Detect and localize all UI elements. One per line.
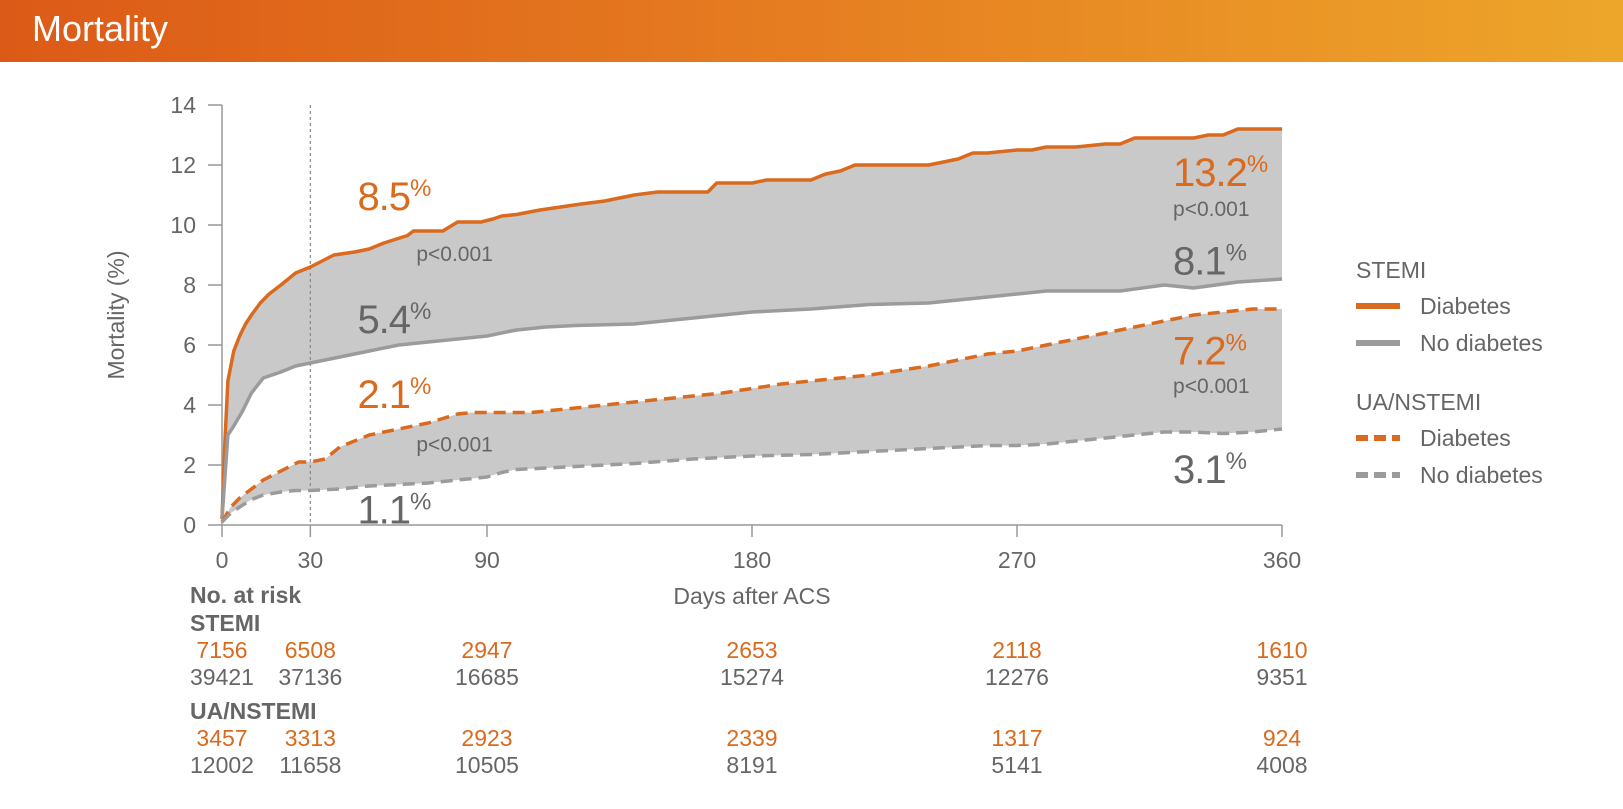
series-line-2 [220,307,1282,523]
annotation-number: 3.1 [1173,448,1226,492]
x-tick-label: 270 [998,547,1036,573]
risk-cell: 3457 [196,725,248,751]
y-tick-label: 4 [183,392,196,418]
risk-group-title: STEMI [190,610,261,636]
annotation-number: 2.1 [357,373,410,417]
legend-label: No diabetes [1420,330,1543,356]
x-tick-label: 90 [474,547,500,573]
y-tick-label: 6 [183,332,196,358]
series-line-3 [220,427,1283,524]
annotation-value: 1.1% [357,489,431,533]
risk-cell: 1317 [991,725,1043,751]
annotation-percent-sign: % [1226,240,1247,267]
legend-group-title: UA/NSTEMI [1356,389,1481,415]
annotation-percent-sign: % [1226,330,1247,357]
risk-cell: 12002 [190,752,254,778]
annotation-percent-sign: % [410,373,431,400]
risk-cell: 8191 [726,752,778,778]
annotation-number: 13.2 [1173,151,1247,195]
header-bar: Mortality [0,0,1623,62]
annotation-value: 8.5% [357,175,431,219]
annotation-number: 5.4 [357,298,410,342]
risk-cell: 2339 [726,725,778,751]
risk-cell: 3313 [284,725,336,751]
y-axis-label: Mortality (%) [103,250,129,379]
risk-cell: 2653 [726,637,778,663]
annotation-value: 7.2% [1173,330,1247,374]
risk-cell: 5141 [991,752,1043,778]
shaded-band-stemi [222,129,1282,519]
legend-label: Diabetes [1420,293,1511,319]
risk-cell: 12276 [985,664,1049,690]
annotation-number: 1.1 [357,489,410,533]
risk-cell: 924 [1262,725,1302,751]
legend-group-title: STEMI [1356,257,1426,283]
annotation-number: 8.5 [357,175,410,219]
annotation-value: 8.1% [1173,240,1247,284]
y-tick-label: 8 [183,272,196,298]
x-tick-label: 180 [733,547,771,573]
page-title: Mortality [32,8,169,49]
legend-label: No diabetes [1420,462,1543,488]
risk-cell: 9351 [1256,664,1308,690]
annotation-number: 8.1 [1173,240,1226,284]
risk-cell: 1610 [1256,637,1308,663]
annotation-percent-sign: % [1226,448,1247,475]
risk-cell: 2947 [461,637,513,663]
y-tick-label: 2 [183,452,196,478]
x-tick-label: 0 [216,547,229,573]
annotation-p-value: p<0.001 [1173,375,1250,398]
annotation-value: 13.2% [1173,151,1268,195]
annotation-p-value: p<0.001 [416,434,493,457]
annotation-p-value: p<0.001 [416,243,493,266]
shaded-band-nstemi [222,309,1282,522]
risk-cell: 6508 [284,637,336,663]
series-line-1 [220,277,1283,520]
y-tick-label: 0 [183,512,196,538]
y-tick-label: 12 [170,152,196,178]
risk-cell: 7156 [196,637,248,663]
risk-cell: 15274 [720,664,784,690]
risk-cell: 16685 [455,664,519,690]
annotation-value: 2.1% [357,373,431,417]
annotation-value: 3.1% [1173,448,1247,492]
risk-cell: 11658 [279,752,342,778]
x-tick-label: 30 [298,547,324,573]
series-line-0 [220,127,1282,520]
annotation-percent-sign: % [410,489,431,516]
risk-cell: 10505 [455,752,519,778]
x-tick-label: 360 [1263,547,1301,573]
annotation-percent-sign: % [1247,151,1268,178]
annotation-p-value: p<0.001 [1173,198,1250,221]
legend-label: Diabetes [1420,425,1511,451]
risk-cell: 2923 [461,725,513,751]
risk-table-title: No. at risk [190,582,302,608]
risk-cell: 39421 [190,664,254,690]
y-tick-label: 14 [170,92,196,118]
risk-cell: 37136 [278,664,343,690]
annotation-percent-sign: % [410,175,431,202]
annotation-value: 5.4% [357,298,431,342]
annotation-number: 7.2 [1173,330,1226,374]
y-tick-label: 10 [170,212,196,238]
risk-cell: 4008 [1256,752,1308,778]
risk-group-title: UA/NSTEMI [190,698,317,724]
risk-cell: 2118 [992,637,1042,663]
x-axis-label: Days after ACS [673,583,830,609]
annotation-percent-sign: % [410,298,431,325]
